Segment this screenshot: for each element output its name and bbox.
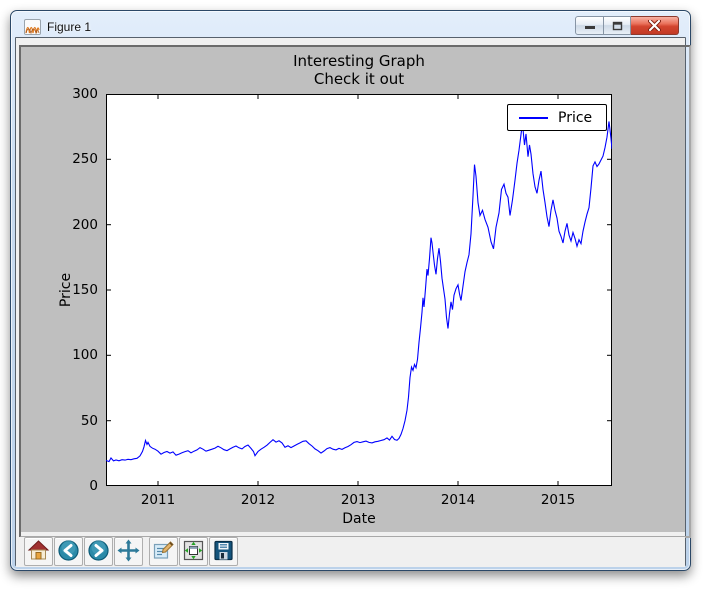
y-tick-label: 150 bbox=[72, 282, 98, 298]
minimize-button[interactable] bbox=[575, 16, 604, 35]
legend-label: Price bbox=[558, 109, 593, 126]
matplotlib-logo-icon bbox=[24, 19, 41, 35]
forward-arrow-icon bbox=[87, 539, 110, 565]
window-controls bbox=[575, 16, 679, 35]
maximize-button[interactable] bbox=[604, 16, 631, 35]
titlebar[interactable]: Figure 1 bbox=[11, 11, 690, 37]
window-title: Figure 1 bbox=[47, 20, 92, 34]
x-tick-label: 2011 bbox=[140, 492, 176, 508]
y-tick-label: 250 bbox=[72, 151, 98, 168]
pan-arrows-icon bbox=[117, 539, 140, 565]
y-tick-label: 100 bbox=[72, 347, 98, 364]
navigation-toolbar bbox=[16, 537, 685, 567]
home-button[interactable] bbox=[24, 537, 53, 566]
subplots-icon bbox=[182, 539, 205, 565]
client-area: Interesting Graph Check it out Price Dat… bbox=[15, 37, 691, 567]
plot-area[interactable] bbox=[106, 94, 612, 486]
x-tick-label: 2012 bbox=[240, 492, 276, 508]
y-tick-label: 50 bbox=[80, 412, 98, 429]
save-button[interactable] bbox=[209, 537, 238, 566]
configure-subplots-button[interactable] bbox=[179, 537, 208, 566]
x-tick-label: 2015 bbox=[540, 492, 576, 508]
close-button[interactable] bbox=[631, 16, 679, 35]
chart-subtitle: Check it out bbox=[313, 70, 405, 88]
y-tick-label: 200 bbox=[72, 216, 98, 233]
y-tick-label: 300 bbox=[72, 86, 98, 102]
zoom-rect-icon bbox=[152, 539, 175, 565]
legend-line-sample bbox=[519, 116, 548, 119]
canvas-frame: Interesting Graph Check it out Price Dat… bbox=[19, 45, 691, 538]
legend: Price bbox=[507, 104, 607, 131]
figure-window: Figure 1 Interesting Graph Check it out bbox=[10, 10, 691, 571]
forward-button[interactable] bbox=[84, 537, 113, 566]
figure-canvas[interactable]: Interesting Graph Check it out Price Dat… bbox=[21, 47, 685, 532]
back-button[interactable] bbox=[54, 537, 83, 566]
chart-title-block: Interesting Graph Check it out bbox=[106, 52, 612, 88]
x-axis-label: Date bbox=[342, 511, 376, 527]
chart-title: Interesting Graph bbox=[293, 52, 425, 70]
x-tick-label: 2013 bbox=[340, 492, 376, 508]
x-tick-label: 2014 bbox=[440, 492, 476, 508]
save-floppy-icon bbox=[212, 539, 235, 565]
zoom-to-rect-button[interactable] bbox=[149, 537, 178, 566]
back-arrow-icon bbox=[57, 539, 80, 565]
price-line bbox=[106, 121, 612, 463]
home-icon bbox=[27, 539, 50, 565]
y-tick-label: 0 bbox=[89, 478, 98, 494]
pan-button[interactable] bbox=[114, 537, 143, 566]
